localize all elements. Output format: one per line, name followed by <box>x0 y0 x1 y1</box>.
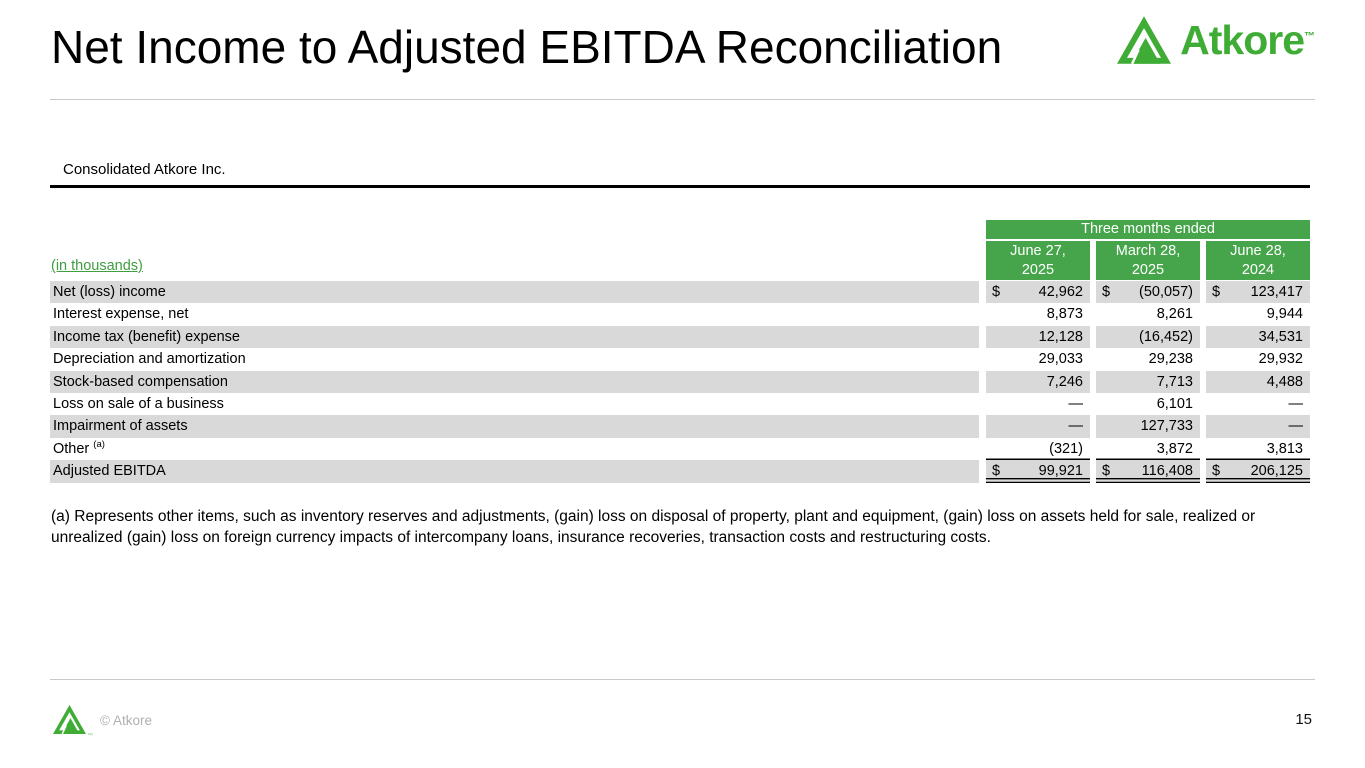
column-group-header: Three months ended <box>986 220 1310 239</box>
column-header-jun27-2025: June 27, 2025 <box>986 241 1090 280</box>
column-header-jun28-2024: June 28, 2024 <box>1206 241 1310 280</box>
atkore-triangle-icon <box>1117 16 1172 69</box>
column-headers: June 27, 2025 March 28, 2025 June 28, 2024 <box>986 241 1310 280</box>
table-row-net-loss-income: Net (loss) income $42,962 $ (50,057) $123… <box>50 281 1310 304</box>
page-number: 15 <box>1295 711 1312 728</box>
atkore-logo: Atkore™ <box>1117 16 1315 69</box>
table-row-impairment: Impairment of assets — 127,733 — <box>50 415 1310 438</box>
table-row-adjusted-ebitda: Adjusted EBITDA $99,921 $116,408 $206,12… <box>50 460 1310 483</box>
column-header-mar28-2025: March 28, 2025 <box>1096 241 1200 280</box>
table-row-stock-compensation: Stock-based compensation 7,246 7,713 4,4… <box>50 370 1310 393</box>
table-row-income-tax: Income tax (benefit) expense 12,128 (16,… <box>50 325 1310 349</box>
table-body: Net (loss) income $42,962 $ (50,057) $123… <box>50 281 1310 483</box>
footer-divider <box>50 679 1315 680</box>
table-row-loss-on-sale: Loss on sale of a business — 6,101 — <box>53 395 1303 412</box>
atkore-triangle-icon <box>53 705 86 739</box>
section-label: Consolidated Atkore Inc. <box>50 161 1310 188</box>
footnote-marker: (a) <box>93 438 105 450</box>
header-divider <box>50 99 1315 100</box>
trademark-symbol: ™ <box>87 733 93 739</box>
trademark-symbol: ™ <box>1304 30 1315 43</box>
table-row-interest-expense: Interest expense, net 8,873 8,261 9,944 <box>53 306 1303 323</box>
footer-atkore-logo: ™ <box>53 705 93 739</box>
reconciliation-table: (in thousands) Three months ended June 2… <box>50 220 1310 483</box>
footnote-text: (a) Represents other items, such as inve… <box>51 508 1256 546</box>
page-title: Net Income to Adjusted EBITDA Reconcilia… <box>51 21 1003 73</box>
units-label: (in thousands) <box>51 258 143 274</box>
table-row-depreciation-amortization: Depreciation and amortization 29,033 29,… <box>53 351 1303 368</box>
copyright-text: © Atkore <box>100 713 152 728</box>
atkore-wordmark: Atkore™ <box>1180 17 1315 63</box>
table-row-other: Other (a) (321) 3,872 3,813 <box>50 438 1310 460</box>
